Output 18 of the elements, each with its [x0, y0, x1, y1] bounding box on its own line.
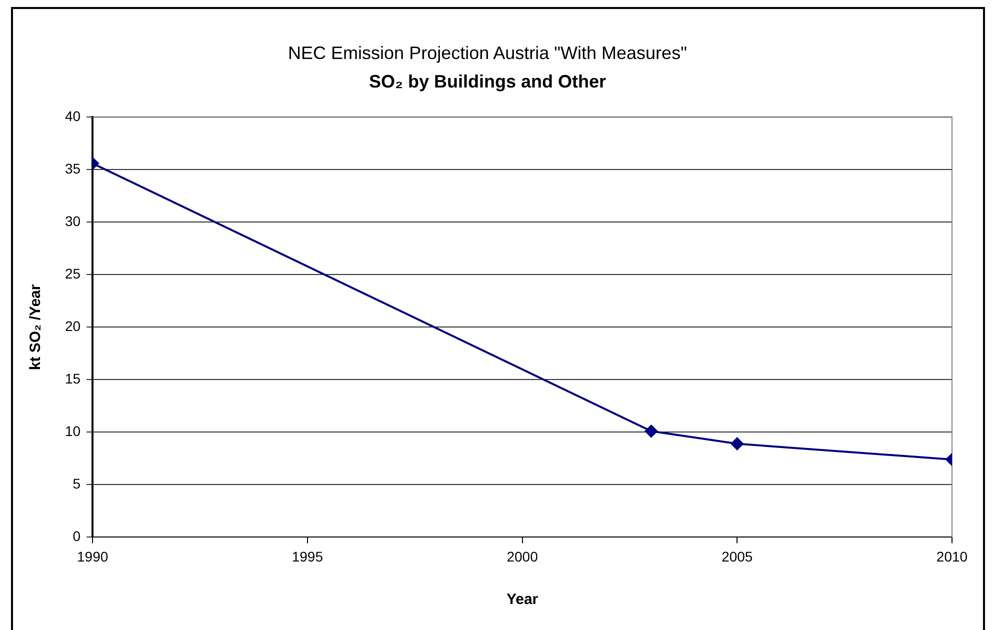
y-tick-label: 35: [64, 160, 81, 177]
x-axis-title: Year: [506, 591, 538, 608]
x-tick-label: 1995: [292, 548, 324, 564]
x-tick-label: 1990: [76, 548, 108, 564]
y-tick-label: 25: [64, 266, 81, 282]
y-tick-label: 40: [64, 108, 81, 124]
chart-title: NEC Emission Projection Austria "With Measures": [288, 42, 687, 63]
x-tick-label: 2000: [506, 548, 538, 564]
y-tick-label: 0: [72, 528, 81, 544]
y-tick-label: 30: [64, 213, 81, 230]
y-tick-label: 20: [64, 318, 81, 334]
x-tick-label: 2005: [722, 548, 753, 564]
y-tick-label: 10: [64, 423, 81, 440]
y-axis-title: kt SO₂ /Year: [27, 284, 44, 370]
y-tick-label: 5: [72, 476, 81, 492]
chart-subtitle: SO₂ by Buildings and Other: [368, 71, 606, 92]
y-tick-label: 15: [64, 370, 81, 387]
x-tick-label: 2010: [936, 548, 968, 564]
